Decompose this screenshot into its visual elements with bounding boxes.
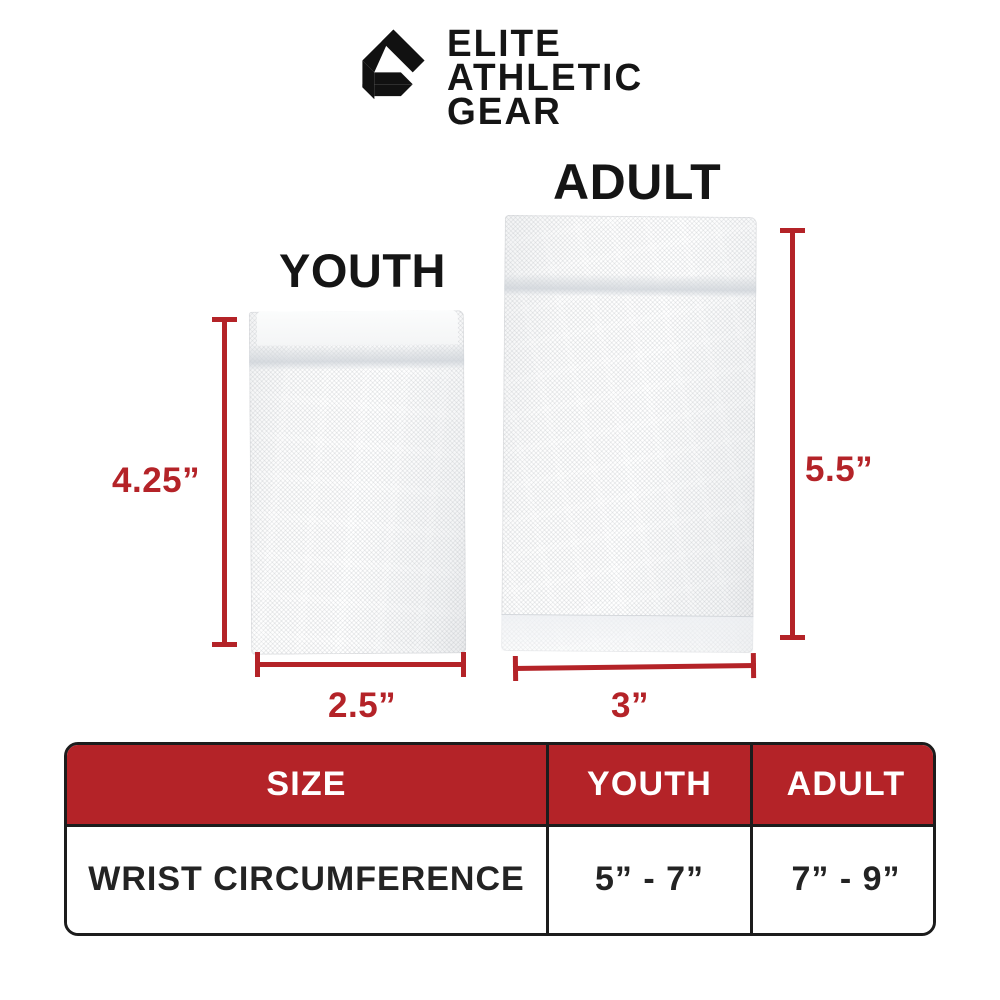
dimension-cap-top — [780, 228, 805, 233]
dimension-cap-top — [212, 317, 237, 322]
elite-e-monogram-icon — [362, 29, 425, 100]
brand-wordmark: ELITE ATHLETIC GEAR — [447, 21, 644, 133]
table-header-row: SIZE YOUTH ADULT — [67, 745, 933, 827]
youth-height-label: 4.25” — [112, 461, 201, 500]
adult-sleeve-hem — [501, 613, 754, 654]
youth-sleeve-band — [249, 343, 465, 370]
adult-height-dimension-line — [780, 228, 805, 640]
size-chart-table: SIZE YOUTH ADULT WRIST CIRCUMFERENCE 5” … — [64, 742, 936, 936]
adult-sleeve-image — [501, 214, 757, 654]
dimension-cap-right — [750, 653, 757, 679]
youth-sleeve-collar — [256, 310, 459, 346]
dimension-cap-bottom — [780, 635, 805, 640]
row-value-youth: 5” - 7” — [546, 825, 752, 933]
table-header-youth: YOUTH — [546, 745, 752, 827]
adult-width-label: 3” — [611, 686, 649, 725]
youth-sleeve-image — [248, 310, 467, 655]
wordmark-line-3: GEAR — [447, 89, 562, 133]
adult-width-dimension-line — [512, 653, 757, 681]
dimension-cap-right — [461, 652, 466, 677]
table-header-adult: ADULT — [750, 745, 933, 827]
dimension-cap-left — [512, 655, 519, 681]
dimension-cap-left — [255, 652, 260, 677]
adult-size-title: ADULT — [553, 154, 722, 210]
youth-width-dimension-line — [255, 652, 466, 677]
row-label-wrist-circumference: WRIST CIRCUMFERENCE — [67, 825, 548, 933]
table-header-size: SIZE — [67, 745, 548, 827]
youth-height-dimension-line — [212, 317, 237, 647]
adult-height-label: 5.5” — [805, 450, 874, 489]
wordmark-line-2: ATHLETIC — [447, 55, 644, 99]
youth-size-title: YOUTH — [279, 244, 446, 297]
brand-logo: ELITE ATHLETIC GEAR — [355, 21, 655, 133]
adult-sleeve-band — [504, 272, 757, 298]
dimension-cap-bottom — [212, 642, 237, 647]
youth-width-label: 2.5” — [328, 686, 397, 725]
table-row: WRIST CIRCUMFERENCE 5” - 7” 7” - 9” — [67, 825, 933, 933]
row-value-adult: 7” - 9” — [750, 825, 933, 933]
wordmark-line-1: ELITE — [447, 21, 562, 65]
